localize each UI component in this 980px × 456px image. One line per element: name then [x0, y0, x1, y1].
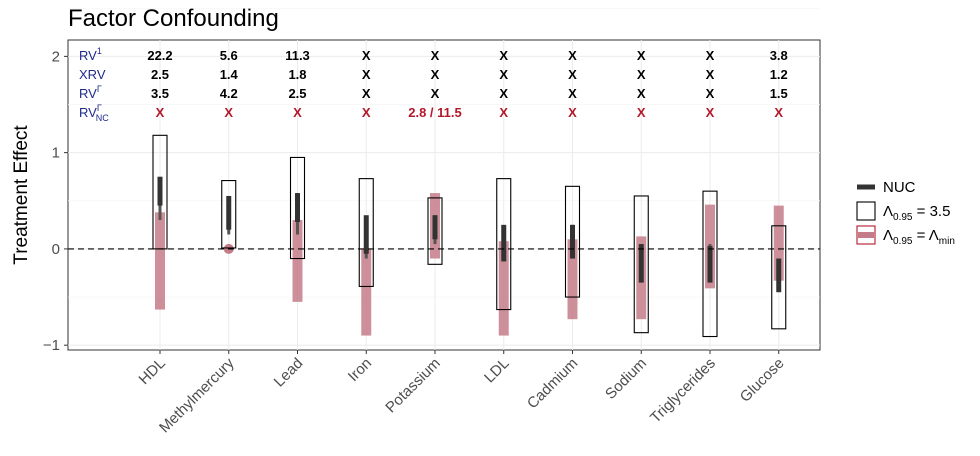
chart-title: Factor Confounding: [68, 5, 279, 32]
rv-row-label: RVΓ NC: [79, 103, 109, 123]
lambda-box: [358, 178, 374, 288]
gridlines: [68, 7, 820, 350]
rv-value: X: [362, 48, 371, 63]
rv-value: 2.8 / 11.5: [408, 105, 462, 120]
rv-value: X: [293, 105, 302, 120]
rv-value: 4.2: [220, 86, 238, 101]
legend-label: Λ0.95 = Λmin: [883, 227, 955, 247]
rv-value: X: [431, 86, 440, 101]
x-tick-label: HDL: [136, 355, 169, 388]
y-tick-label: −1: [43, 337, 60, 354]
legend-label: NUC: [883, 179, 916, 196]
x-tick-label: LDL: [481, 355, 512, 386]
rv-value: X: [499, 105, 508, 120]
lambda-min-bar: [292, 220, 303, 302]
rv-value: 1.2: [770, 67, 788, 82]
rv-value: X: [774, 105, 783, 120]
legend-key-min-outline: [856, 225, 876, 245]
plot-panel: [67, 39, 821, 351]
rv-row-label: RV1: [79, 46, 102, 63]
lambda-min-bar: [155, 212, 165, 310]
nuc-inner-bar: [295, 193, 300, 222]
rv-value: 5.6: [220, 48, 238, 63]
legend: NUC Λ0.95 = 3.5 Λ0.95 = Λmin: [856, 178, 955, 247]
rv-value: X: [499, 67, 508, 82]
lambda-box: [771, 225, 787, 330]
legend-label: Λ0.95 = 3.5: [883, 203, 950, 223]
nuc-inner-bar: [157, 176, 163, 206]
y-axis: 2 1 0 −1: [43, 48, 68, 354]
nuc-inner-bar: [501, 224, 507, 262]
rv-value: 1.5: [770, 86, 788, 101]
y-axis-title: Treatment Effect: [11, 125, 32, 265]
nuc-inner-bar: [638, 244, 644, 283]
rv-value: X: [431, 48, 440, 63]
rv-value: X: [637, 105, 646, 120]
nuc-inner-bar: [226, 195, 232, 230]
x-tick-label: Cadmium: [524, 355, 581, 412]
rv-value: 11.3: [285, 48, 310, 63]
rv-value: X: [637, 48, 646, 63]
lambda-box: [702, 190, 718, 338]
x-tick-label: Iron: [345, 355, 375, 385]
rv-value: 22.2: [147, 48, 172, 63]
rv-value: X: [156, 105, 165, 120]
x-tick-label: Triglycerides: [647, 355, 719, 427]
legend-key-nuc: [857, 184, 875, 190]
nuc-inner-bar: [363, 215, 369, 254]
legend-key-min: [858, 232, 874, 238]
lambda-min-bar: [773, 205, 784, 281]
rv-value: X: [568, 48, 577, 63]
nuc-inner-bar: [707, 246, 713, 283]
lambda-box: [427, 197, 443, 265]
nuc-inner-bar: [432, 215, 438, 240]
rv-value: X: [637, 67, 646, 82]
y-tick-label: 2: [52, 48, 60, 65]
lambda-box: [564, 185, 581, 298]
lambda-min-bar: [567, 239, 578, 320]
legend-key-box: [856, 201, 876, 221]
rv-value: X: [499, 86, 508, 101]
rv-value: X: [362, 105, 371, 120]
nuc-inner-bar: [570, 224, 575, 259]
rv-value: 3.5: [151, 86, 169, 101]
x-tick-label: Lead: [271, 355, 307, 391]
nuc-inner-bar: [776, 258, 782, 293]
rv-value: X: [637, 86, 646, 101]
rv-value: X: [706, 86, 715, 101]
rv-value: X: [706, 67, 715, 82]
rv-value: X: [362, 86, 371, 101]
rv-value: 3.8: [770, 48, 788, 63]
rv-value: 1.4: [220, 67, 239, 82]
rv-value: X: [706, 48, 715, 63]
lambda-min-bar: [361, 248, 372, 336]
rv-value: X: [499, 48, 508, 63]
lambda-box: [289, 156, 306, 260]
rv-row-label: RVΓ: [79, 84, 102, 101]
rv-value: 1.8: [288, 67, 306, 82]
x-tick-label: Potassium: [382, 355, 444, 417]
rv-value: X: [224, 105, 233, 120]
rv-value: X: [706, 105, 715, 120]
rv-value: X: [568, 67, 577, 82]
lambda-box: [221, 180, 237, 249]
rv-value: X: [568, 105, 577, 120]
rv-value: 2.5: [288, 86, 306, 101]
rv-row-label: XRV: [79, 67, 106, 82]
lambda-box: [496, 178, 512, 311]
rv-value: 2.5: [151, 67, 169, 82]
y-tick-label: 0: [52, 241, 60, 258]
rv-value: X: [362, 67, 371, 82]
x-tick-label: Glucose: [737, 355, 788, 406]
lambda-box: [633, 195, 649, 334]
rv-value: X: [568, 86, 577, 101]
lambda-min-bar: [498, 241, 509, 336]
interval-marks: [68, 134, 820, 338]
x-tick-label: Sodium: [602, 355, 650, 403]
rv-value: X: [431, 67, 440, 82]
y-tick-label: 1: [52, 145, 60, 162]
